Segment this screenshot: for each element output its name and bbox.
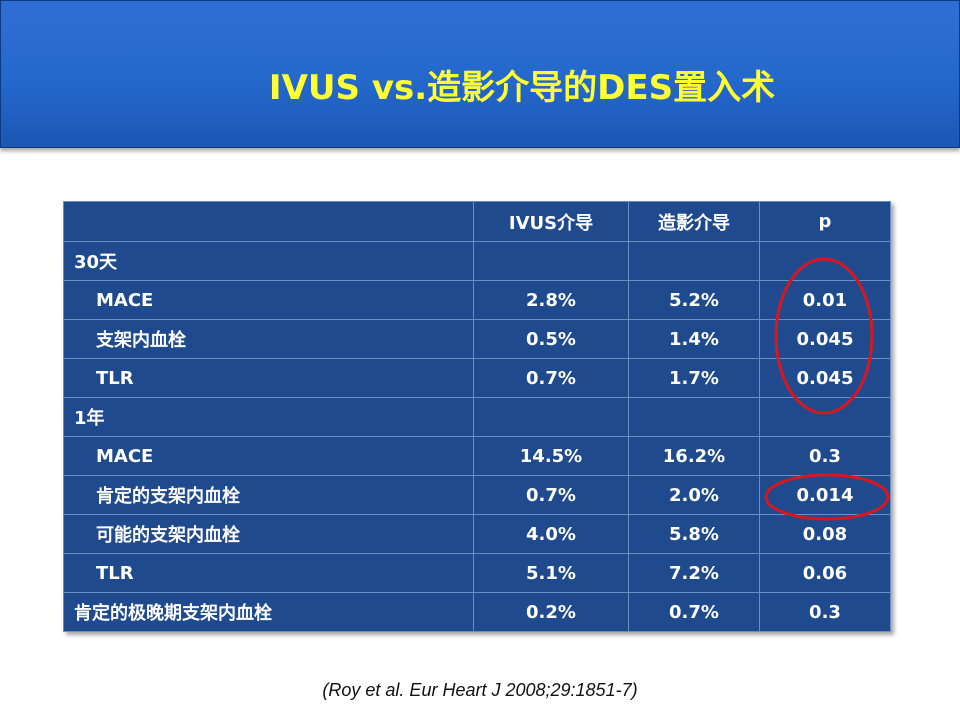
cell-p	[759, 241, 891, 281]
cell-ivus	[473, 241, 629, 281]
cell-p: 0.08	[759, 514, 891, 554]
cell-p: 0.3	[759, 592, 891, 632]
cell-p: 0.045	[759, 319, 891, 359]
row-label: 1年	[63, 397, 474, 437]
cell-angio: 0.7%	[628, 592, 760, 632]
cell-angio: 5.2%	[628, 280, 760, 320]
cell-ivus	[473, 397, 629, 437]
cell-angio: 5.8%	[628, 514, 760, 554]
cell-p: 0.06	[759, 553, 891, 593]
cell-ivus: 0.7%	[473, 475, 629, 515]
header-blank	[63, 201, 474, 242]
cell-angio: 1.4%	[628, 319, 760, 359]
row-label: 肯定的极晚期支架内血栓	[63, 592, 474, 632]
cell-angio: 1.7%	[628, 358, 760, 398]
row-label: 30天	[63, 241, 474, 281]
cell-ivus: 0.5%	[473, 319, 629, 359]
cell-ivus: 5.1%	[473, 553, 629, 593]
header-ivus-guided: IVUS介导	[473, 201, 629, 242]
table-row: MACE 2.8% 5.2% 0.01	[63, 280, 891, 320]
cell-ivus: 0.7%	[473, 358, 629, 398]
cell-p	[759, 397, 891, 437]
cell-angio	[628, 397, 760, 437]
cell-ivus: 2.8%	[473, 280, 629, 320]
row-label: MACE	[63, 280, 474, 320]
row-label: TLR	[63, 358, 474, 398]
table-header-row: IVUS介导 造影介导 p	[63, 201, 891, 242]
table-row: MACE 14.5% 16.2% 0.3	[63, 436, 891, 476]
table-row: 30天	[63, 241, 891, 281]
table-row: TLR 0.7% 1.7% 0.045	[63, 358, 891, 398]
table-row: 肯定的支架内血栓 0.7% 2.0% 0.014	[63, 475, 891, 515]
cell-ivus: 4.0%	[473, 514, 629, 554]
results-table: IVUS介导 造影介导 p 30天 MACE 2.8% 5.2% 0.01 支架…	[63, 201, 891, 632]
cell-angio	[628, 241, 760, 281]
row-label: 支架内血栓	[63, 319, 474, 359]
cell-p: 0.01	[759, 280, 891, 320]
header-p-value: p	[759, 201, 891, 242]
cell-ivus: 0.2%	[473, 592, 629, 632]
citation: (Roy et al. Eur Heart J 2008;29:1851-7)	[322, 680, 638, 700]
slide-title: IVUS vs.造影介导的DES置入术	[268, 68, 776, 108]
row-label: 肯定的支架内血栓	[63, 475, 474, 515]
cell-p: 0.014	[759, 475, 891, 515]
row-label: TLR	[63, 553, 474, 593]
row-label: MACE	[63, 436, 474, 476]
cell-p: 0.3	[759, 436, 891, 476]
table-row: 可能的支架内血栓 4.0% 5.8% 0.08	[63, 514, 891, 554]
cell-ivus: 14.5%	[473, 436, 629, 476]
table-row: 肯定的极晚期支架内血栓 0.2% 0.7% 0.3	[63, 592, 891, 632]
cell-angio: 7.2%	[628, 553, 760, 593]
cell-angio: 2.0%	[628, 475, 760, 515]
table-row: TLR 5.1% 7.2% 0.06	[63, 553, 891, 593]
table-row: 1年	[63, 397, 891, 437]
row-label: 可能的支架内血栓	[63, 514, 474, 554]
cell-angio: 16.2%	[628, 436, 760, 476]
table-row: 支架内血栓 0.5% 1.4% 0.045	[63, 319, 891, 359]
title-banner: IVUS vs.造影介导的DES置入术	[0, 0, 960, 148]
header-angio-guided: 造影介导	[628, 201, 760, 242]
cell-p: 0.045	[759, 358, 891, 398]
